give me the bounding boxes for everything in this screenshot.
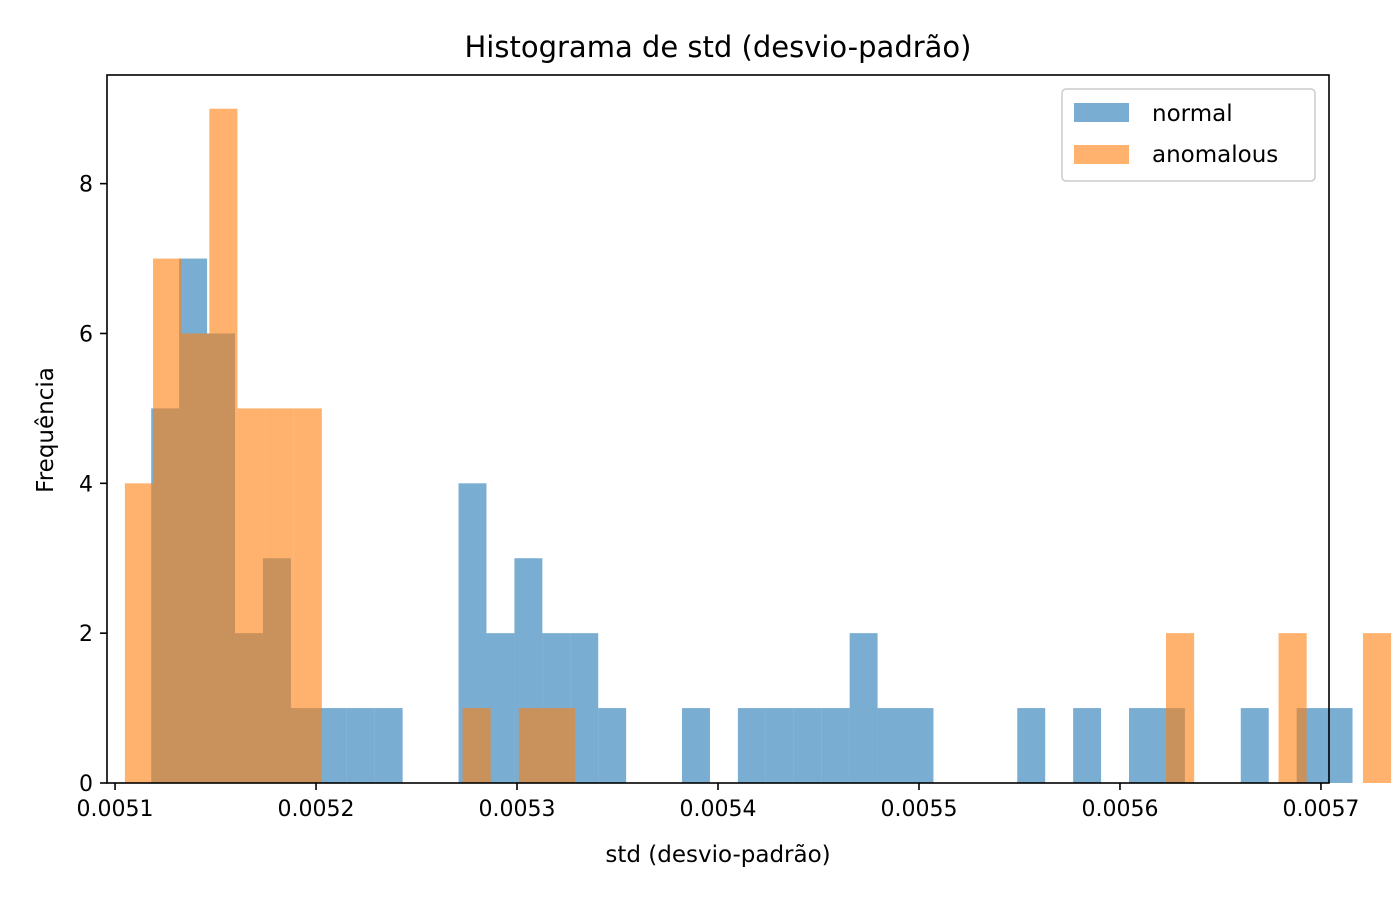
bar-normal-24 [821, 708, 850, 783]
y-tick-label: 8 [79, 173, 93, 198]
legend: normal anomalous [1061, 88, 1316, 182]
bar-anomalous-37 [1166, 633, 1195, 783]
bar-anomalous-1 [153, 258, 182, 783]
y-axis-ticks: 0 2 4 6 8 [79, 173, 107, 797]
y-tick-label: 6 [79, 322, 93, 347]
bar-anomalous-15 [546, 708, 576, 783]
bar-normal-31 [1017, 708, 1046, 783]
bar-normal-33 [1073, 708, 1102, 783]
bar-normal-21 [737, 708, 766, 783]
legend-label-normal: normal [1152, 101, 1233, 127]
bar-anomalous-44 [1362, 633, 1392, 783]
bar-normal-39 [1240, 708, 1269, 783]
bar-normal-7 [346, 708, 375, 783]
series-anomalous [124, 108, 1392, 783]
x-tick-label: 0.0056 [1081, 797, 1158, 822]
bar-normal-16 [598, 708, 627, 783]
x-tick-label: 0.0054 [680, 797, 757, 822]
bar-normal-8 [374, 708, 403, 783]
x-tick-label: 0.0051 [77, 797, 154, 822]
bar-anomalous-2 [181, 333, 210, 783]
bar-normal-23 [793, 708, 822, 783]
bar-normal-12 [486, 633, 515, 783]
bar-anomalous-41 [1278, 633, 1307, 783]
x-tick-label: 0.0053 [479, 797, 556, 822]
y-axis-label: Frequência [33, 367, 59, 493]
bar-anomalous-3 [209, 108, 238, 783]
bar-normal-25 [849, 633, 878, 783]
legend-swatch-anomalous [1074, 145, 1129, 164]
bar-normal-27 [905, 708, 934, 783]
legend-swatch-normal [1074, 103, 1129, 122]
bar-normal-35 [1129, 708, 1157, 783]
bar-anomalous-6 [293, 408, 322, 783]
x-tick-label: 0.0052 [278, 797, 355, 822]
x-axis-ticks: 0.0051 0.0052 0.0053 0.0054 0.0055 0.0056 0.00… [77, 783, 1359, 822]
x-tick-label: 0.0055 [880, 797, 957, 822]
bars-layer [124, 108, 1392, 783]
chart-title: Histograma de std (desvio-padrão) [465, 30, 972, 64]
bar-anomalous-0 [124, 483, 154, 783]
x-axis-label: std (desvio-padrão) [605, 842, 830, 868]
bar-anomalous-12 [462, 708, 491, 783]
y-tick-label: 4 [79, 472, 93, 497]
y-tick-label: 0 [79, 772, 93, 797]
legend-label-anomalous: anomalous [1152, 142, 1278, 168]
bar-normal-6 [318, 708, 347, 783]
bar-anomalous-4 [237, 408, 266, 783]
bar-normal-26 [877, 708, 906, 783]
x-tick-label: 0.0057 [1282, 797, 1359, 822]
bar-anomalous-14 [518, 708, 547, 783]
y-tick-label: 2 [79, 622, 93, 647]
bar-normal-22 [765, 708, 794, 783]
bar-anomalous-5 [265, 408, 294, 783]
bar-normal-19 [682, 708, 710, 783]
